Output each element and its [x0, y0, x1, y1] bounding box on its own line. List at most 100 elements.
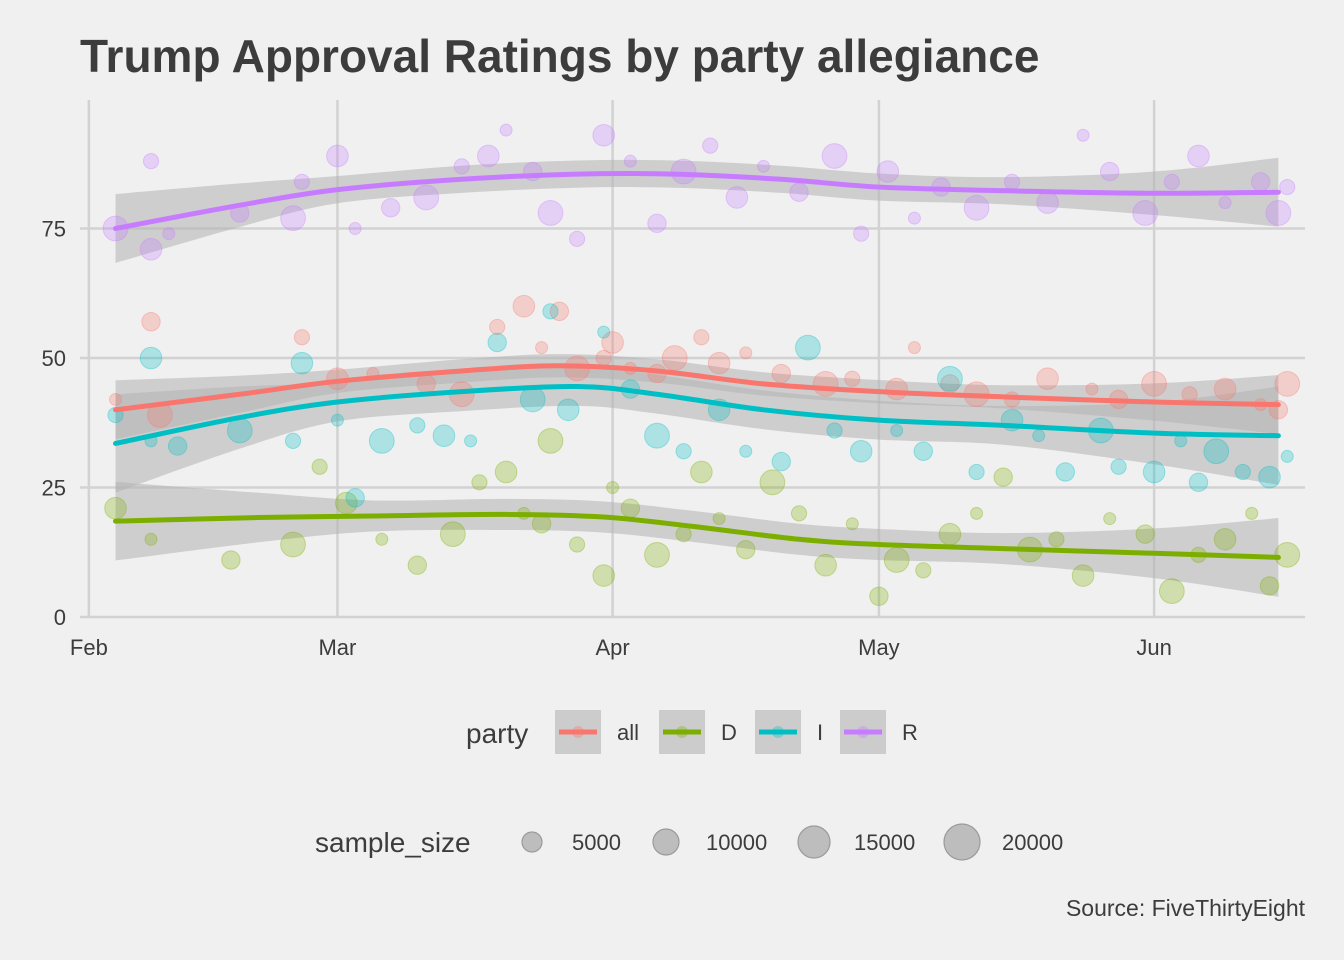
point-all: [885, 377, 908, 401]
color-legend-title: party: [466, 718, 528, 749]
point-I: [226, 417, 253, 444]
point-D: [1071, 564, 1095, 587]
point-D: [690, 460, 713, 484]
point-R: [569, 230, 586, 247]
point-D: [144, 532, 158, 546]
size-key-15000: [797, 825, 831, 859]
chart-caption: Source: FiveThirtyEight: [1066, 895, 1306, 921]
point-R: [1100, 161, 1120, 182]
point-R: [499, 123, 513, 137]
point-R: [623, 154, 637, 168]
data-points: [102, 123, 1301, 606]
point-R: [453, 158, 470, 175]
point-R: [139, 237, 163, 261]
x-tick-label: Mar: [318, 635, 356, 660]
point-I: [1055, 462, 1076, 482]
point-I: [345, 488, 365, 508]
point-R: [1036, 191, 1059, 214]
smooth-lines: [113, 170, 1281, 560]
point-R: [1003, 173, 1021, 190]
point-I: [432, 424, 456, 448]
point-all: [109, 392, 123, 406]
point-all: [293, 329, 311, 346]
point-D: [1274, 541, 1301, 568]
point-R: [537, 200, 564, 226]
point-R: [907, 211, 921, 225]
size-label-15000: 15000: [854, 830, 915, 855]
x-tick-label: Feb: [70, 635, 108, 660]
point-all: [1085, 382, 1099, 396]
point-R: [876, 160, 900, 183]
point-D: [1259, 576, 1280, 596]
point-D: [221, 550, 241, 570]
point-all: [1213, 377, 1237, 401]
point-all: [812, 371, 839, 397]
point-D: [1245, 506, 1259, 520]
y-tick-label: 50: [42, 346, 66, 371]
x-tick-label: Apr: [595, 635, 629, 660]
point-R: [142, 153, 160, 170]
point-I: [1174, 434, 1188, 448]
point-I: [1203, 438, 1230, 465]
point-D: [845, 517, 859, 531]
band-D: [115, 481, 1279, 597]
point-D: [537, 427, 564, 454]
point-I: [1110, 458, 1127, 475]
point-R: [326, 144, 349, 168]
point-I: [284, 432, 302, 449]
point-R: [348, 222, 362, 235]
point-all: [693, 329, 710, 346]
point-D: [869, 586, 889, 606]
point-all: [907, 341, 921, 355]
point-I: [644, 422, 670, 449]
legend-label-I: I: [817, 720, 823, 745]
size-label-20000: 20000: [1002, 830, 1063, 855]
point-I: [675, 443, 692, 460]
point-R: [592, 123, 616, 147]
legend-label-R: R: [902, 720, 918, 745]
point-R: [380, 198, 401, 218]
point-I: [464, 434, 478, 448]
legend-key-R: [840, 710, 886, 754]
point-all: [549, 301, 570, 322]
point-I: [409, 417, 426, 434]
point-R: [413, 184, 440, 211]
point-R: [1132, 200, 1159, 226]
point-D: [675, 526, 692, 543]
point-all: [512, 294, 536, 318]
point-D: [569, 536, 586, 553]
size-label-5000: 5000: [572, 830, 621, 855]
point-R: [725, 186, 749, 209]
point-I: [368, 427, 395, 454]
point-all: [1181, 386, 1198, 403]
y-tick-label: 0: [54, 605, 66, 630]
point-D: [644, 541, 670, 568]
point-I: [849, 439, 873, 463]
point-D: [712, 512, 726, 526]
point-R: [647, 213, 667, 234]
line-R: [113, 170, 1281, 231]
point-R: [963, 194, 990, 221]
point-all: [707, 351, 731, 375]
x-tick-label: Jun: [1136, 635, 1171, 660]
point-D: [1213, 528, 1237, 551]
point-I: [794, 334, 821, 361]
point-I: [1280, 449, 1294, 463]
point-all: [739, 346, 753, 360]
legend-label-D: D: [721, 720, 737, 745]
point-D: [311, 458, 328, 475]
point-D: [814, 553, 837, 577]
point-I: [1234, 463, 1251, 481]
point-I: [739, 444, 753, 458]
point-R: [670, 158, 697, 185]
point-I: [913, 441, 933, 461]
line-I: [113, 383, 1281, 446]
point-D: [736, 539, 756, 560]
point-I: [556, 398, 580, 422]
point-R: [1250, 172, 1271, 192]
point-I: [519, 386, 546, 413]
x-tick-label: May: [858, 635, 900, 660]
point-all: [771, 363, 791, 384]
